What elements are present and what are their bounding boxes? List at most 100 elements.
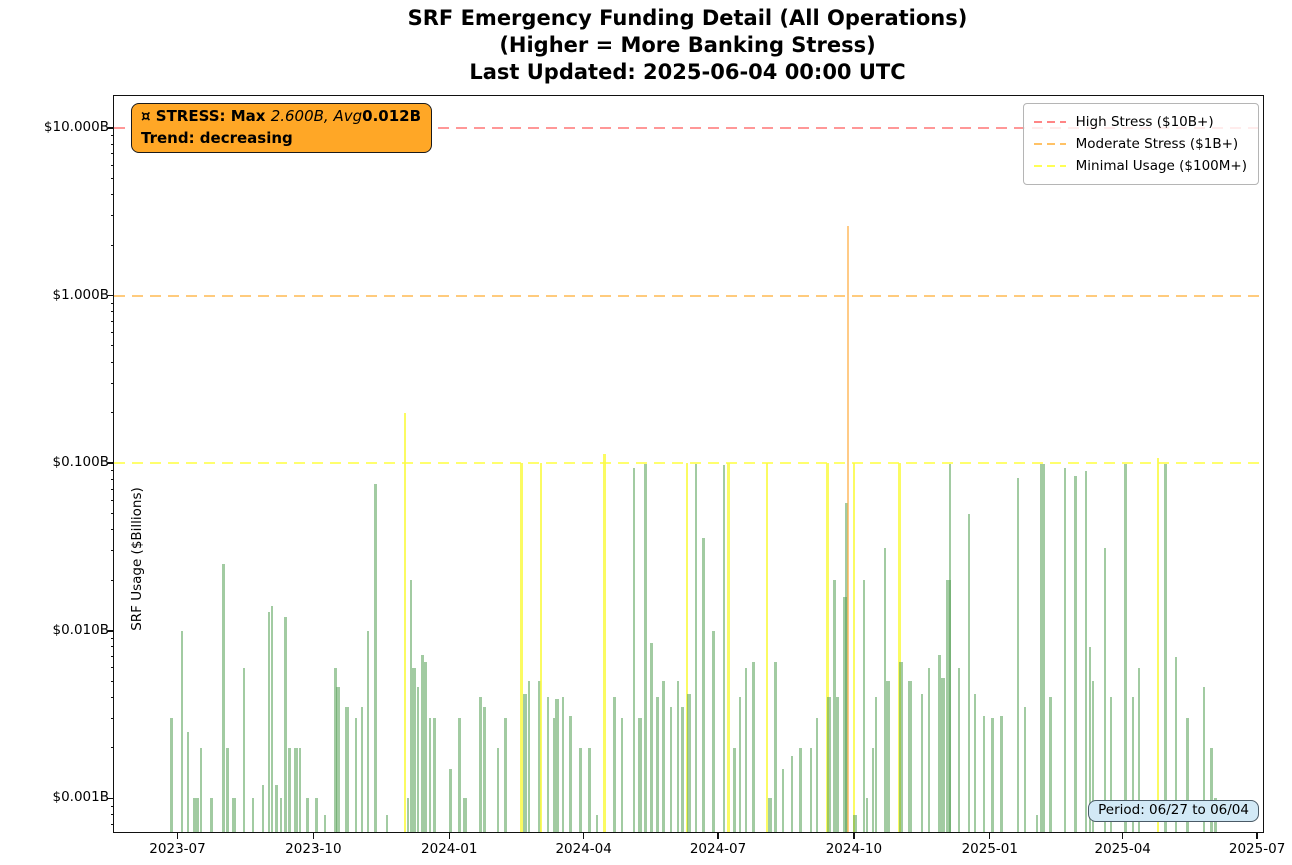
high-stress-dash-icon — [1033, 120, 1066, 124]
x-tick-label: 2025-07 — [1228, 841, 1286, 857]
srf-usage-bar — [973, 693, 977, 832]
srf-usage-bar — [315, 798, 318, 832]
y-minor-tick — [110, 680, 114, 682]
srf-usage-bar — [1202, 687, 1206, 832]
srf-usage-bar — [546, 697, 550, 832]
y-minor-tick — [110, 153, 114, 155]
y-tick — [108, 797, 114, 800]
srf-usage-bar — [620, 718, 624, 832]
y-minor-tick — [110, 311, 114, 313]
srf-usage-bar — [656, 697, 659, 832]
srf-usage-bar — [561, 697, 565, 832]
srf-usage-bar — [871, 747, 875, 832]
srf-usage-bar — [275, 785, 278, 832]
srf-usage-bar — [194, 798, 199, 832]
legend-label-minimal-usage: Minimal Usage ($100M+) — [1075, 158, 1247, 174]
srf-usage-bar — [345, 707, 350, 832]
srf-usage-bar — [336, 687, 341, 832]
x-tick — [989, 832, 991, 839]
srf-usage-bar — [1040, 463, 1046, 832]
y-minor-tick — [110, 656, 114, 658]
srf-usage-bar — [833, 580, 836, 832]
x-tick — [312, 832, 315, 839]
y-minor-tick — [110, 805, 114, 807]
srf-usage-bar — [1049, 697, 1052, 832]
y-minor-tick — [110, 529, 114, 531]
srf-usage-bar — [722, 465, 726, 832]
srf-usage-bar — [267, 611, 271, 832]
x-tick-label: 2023-10 — [285, 841, 342, 857]
legend-label-high-stress: High Stress ($10B+) — [1075, 114, 1214, 130]
srf-usage-bar — [774, 662, 777, 832]
srf-usage-bar — [644, 463, 647, 832]
srf-usage-bar — [186, 731, 190, 832]
srf-usage-bar — [662, 681, 665, 832]
srf-usage-bar — [781, 768, 785, 832]
x-tick-label: 2025-01 — [961, 841, 1018, 857]
srf-usage-bar — [686, 693, 691, 832]
chart-title-line3: Last Updated: 2025-06-04 00:00 UTC — [469, 60, 906, 84]
stress-annotation-line2: Trend: decreasing — [141, 129, 293, 147]
x-tick-label: 2025-04 — [1094, 841, 1151, 857]
srf-usage-bar — [538, 681, 541, 832]
srf-usage-bar — [865, 798, 869, 832]
srf-usage-bar — [1016, 477, 1020, 832]
srf-usage-bar — [852, 463, 856, 832]
y-minor-tick — [110, 717, 114, 719]
y-tick — [108, 630, 114, 632]
srf-usage-bar — [323, 814, 327, 832]
srf-usage-bar — [967, 513, 971, 832]
srf-usage-bar — [180, 630, 184, 832]
srf-usage-bar — [1164, 463, 1167, 832]
y-minor-tick — [110, 470, 114, 472]
srf-usage-bar — [483, 707, 486, 832]
srf-usage-bar — [411, 667, 416, 832]
srf-usage-bar — [744, 667, 748, 832]
plot-area: SRF Usage ($Billions) High Stress ($10B+… — [44, 95, 1285, 857]
srf-usage-bar — [595, 814, 599, 832]
srf-usage-bar — [1091, 681, 1095, 832]
srf-usage-bar — [1074, 475, 1077, 832]
stress-max-value: 2.600B, Avg — [270, 107, 363, 125]
srf-usage-bar — [242, 667, 246, 832]
x-tick — [582, 832, 585, 839]
y-minor-tick — [110, 177, 114, 179]
srf-usage-bar — [403, 412, 407, 832]
srf-usage-bar — [406, 798, 410, 832]
srf-usage-bar — [428, 718, 432, 832]
y-tick-label: $1.000B — [52, 286, 110, 303]
y-minor-tick — [110, 747, 114, 749]
y-minor-tick — [110, 646, 114, 648]
srf-usage-bar — [799, 747, 802, 832]
legend-row-moderate-stress: Moderate Stress ($1B+) — [1033, 133, 1247, 155]
y-minor-tick — [110, 550, 114, 552]
srf-usage-bar — [733, 747, 736, 832]
srf-usage-bar — [694, 463, 698, 832]
srf-usage-bar — [199, 747, 203, 832]
srf-usage-bar — [539, 463, 543, 832]
srf-usage-bar — [815, 718, 819, 832]
srf-usage-bar — [222, 564, 225, 832]
srf-usage-bar — [702, 537, 705, 832]
srf-usage-bar — [284, 617, 287, 832]
y-minor-tick — [110, 488, 114, 490]
chart-title-line1: SRF Emergency Funding Detail (All Operat… — [407, 6, 968, 30]
y-tick — [108, 462, 114, 464]
srf-usage-bar — [463, 798, 468, 832]
srf-usage-bar — [298, 747, 302, 832]
legend-row-high-stress: High Stress ($10B+) — [1033, 111, 1247, 133]
x-tick-label: 2024-04 — [555, 841, 612, 857]
srf-usage-bar — [883, 548, 887, 832]
srf-usage-bar — [555, 699, 560, 832]
srf-usage-bar — [552, 718, 556, 832]
srf-usage-bar — [1035, 814, 1039, 832]
srf-usage-bar — [421, 654, 424, 832]
y-minor-tick — [110, 499, 114, 501]
srf-usage-bar — [637, 718, 642, 832]
y-minor-tick — [110, 244, 114, 246]
y-minor-tick — [110, 637, 114, 639]
legend: High Stress ($10B+) Moderate Stress ($1B… — [1022, 103, 1259, 185]
srf-usage-bar — [279, 798, 283, 832]
srf-usage-bar — [603, 454, 606, 832]
